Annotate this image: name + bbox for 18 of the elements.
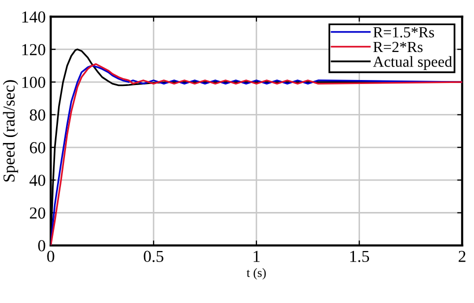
y-tick-label: 20 — [30, 207, 46, 219]
x-tick-label: 0.5 — [144, 250, 164, 262]
y-tick-label: 0 — [38, 240, 46, 252]
x-tick-label: 0 — [47, 250, 54, 262]
legend-label: R=2*Rs — [373, 42, 423, 52]
y-tick-label: 80 — [30, 109, 46, 121]
legend-label: Actual speed — [373, 56, 452, 70]
y-tick-label: 100 — [22, 76, 46, 88]
y-tick-label: 140 — [22, 11, 46, 23]
y-tick-label: 60 — [30, 142, 46, 154]
x-tick-label: 2 — [458, 250, 466, 262]
legend-label: R=1.5*Rs — [373, 27, 434, 38]
x-axis-title: t (s) — [246, 268, 266, 280]
y-tick-label: 40 — [30, 174, 46, 186]
y-axis-title: Speed (rad/sec) — [2, 80, 18, 182]
y-tick-label: 120 — [22, 44, 46, 56]
x-tick-label: 1 — [254, 250, 260, 262]
x-tick-label: 1.5 — [350, 250, 370, 262]
